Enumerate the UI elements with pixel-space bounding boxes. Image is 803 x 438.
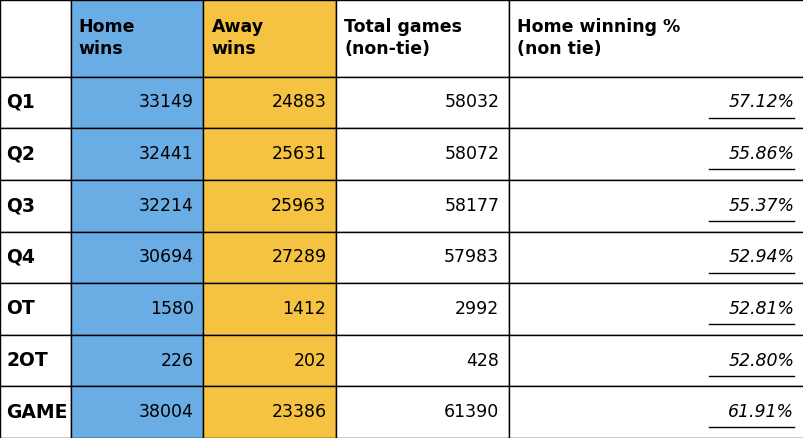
Text: 52.80%: 52.80% bbox=[728, 352, 793, 370]
Bar bbox=[508, 0, 803, 77]
Bar bbox=[71, 77, 203, 128]
Bar bbox=[71, 283, 203, 335]
Bar bbox=[0, 232, 71, 283]
Text: 32214: 32214 bbox=[139, 197, 194, 215]
Bar bbox=[0, 128, 71, 180]
Bar bbox=[203, 77, 336, 128]
Bar bbox=[336, 180, 508, 232]
Bar bbox=[508, 335, 803, 386]
Bar bbox=[203, 180, 336, 232]
Text: 30694: 30694 bbox=[138, 248, 194, 266]
Text: 32441: 32441 bbox=[139, 145, 194, 163]
Text: Q1: Q1 bbox=[6, 93, 35, 112]
Bar bbox=[71, 0, 203, 77]
Bar bbox=[203, 0, 336, 77]
Text: 55.86%: 55.86% bbox=[728, 145, 793, 163]
Text: 27289: 27289 bbox=[271, 248, 326, 266]
Bar bbox=[71, 128, 203, 180]
Bar bbox=[336, 77, 508, 128]
Text: 24883: 24883 bbox=[271, 93, 326, 111]
Bar bbox=[508, 232, 803, 283]
Bar bbox=[0, 386, 71, 438]
Bar bbox=[336, 128, 508, 180]
Bar bbox=[0, 335, 71, 386]
Text: 57983: 57983 bbox=[443, 248, 499, 266]
Text: OT: OT bbox=[6, 300, 35, 318]
Text: 57.12%: 57.12% bbox=[728, 93, 793, 111]
Text: GAME: GAME bbox=[6, 403, 67, 422]
Text: Away
wins: Away wins bbox=[211, 18, 263, 58]
Bar bbox=[71, 335, 203, 386]
Text: Q4: Q4 bbox=[6, 248, 35, 267]
Bar bbox=[203, 232, 336, 283]
Text: Home winning %
(non tie): Home winning % (non tie) bbox=[516, 18, 679, 58]
Text: Total games
(non-tie): Total games (non-tie) bbox=[344, 18, 462, 58]
Bar bbox=[71, 180, 203, 232]
Bar bbox=[336, 232, 508, 283]
Bar bbox=[203, 128, 336, 180]
Text: 38004: 38004 bbox=[139, 403, 194, 421]
Bar bbox=[0, 0, 71, 77]
Bar bbox=[336, 386, 508, 438]
Text: 55.37%: 55.37% bbox=[728, 197, 793, 215]
Bar bbox=[508, 77, 803, 128]
Bar bbox=[203, 386, 336, 438]
Text: 1412: 1412 bbox=[282, 300, 326, 318]
Text: 25631: 25631 bbox=[271, 145, 326, 163]
Text: 52.81%: 52.81% bbox=[728, 300, 793, 318]
Text: 2OT: 2OT bbox=[6, 351, 48, 370]
Text: Home
wins: Home wins bbox=[79, 18, 135, 58]
Bar bbox=[0, 180, 71, 232]
Text: 428: 428 bbox=[466, 352, 499, 370]
Text: 1580: 1580 bbox=[149, 300, 194, 318]
Bar bbox=[71, 386, 203, 438]
Text: 25963: 25963 bbox=[271, 197, 326, 215]
Bar bbox=[508, 180, 803, 232]
Text: 58072: 58072 bbox=[444, 145, 499, 163]
Text: 52.94%: 52.94% bbox=[728, 248, 793, 266]
Bar bbox=[336, 0, 508, 77]
Text: 58177: 58177 bbox=[444, 197, 499, 215]
Text: 58032: 58032 bbox=[444, 93, 499, 111]
Text: 23386: 23386 bbox=[271, 403, 326, 421]
Bar bbox=[203, 335, 336, 386]
Bar bbox=[508, 283, 803, 335]
Text: 33149: 33149 bbox=[139, 93, 194, 111]
Bar bbox=[508, 386, 803, 438]
Text: 61390: 61390 bbox=[443, 403, 499, 421]
Text: Q2: Q2 bbox=[6, 145, 35, 163]
Bar bbox=[508, 128, 803, 180]
Bar bbox=[0, 283, 71, 335]
Bar bbox=[71, 232, 203, 283]
Text: 202: 202 bbox=[293, 352, 326, 370]
Text: 2992: 2992 bbox=[454, 300, 499, 318]
Bar bbox=[336, 283, 508, 335]
Bar bbox=[203, 283, 336, 335]
Bar bbox=[0, 77, 71, 128]
Text: 226: 226 bbox=[161, 352, 194, 370]
Text: Q3: Q3 bbox=[6, 196, 35, 215]
Text: 61.91%: 61.91% bbox=[728, 403, 793, 421]
Bar bbox=[336, 335, 508, 386]
